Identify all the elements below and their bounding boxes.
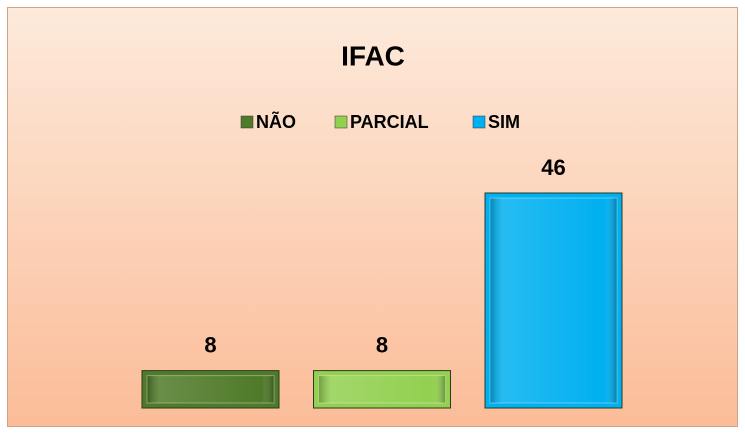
legend-swatch: [334, 115, 348, 129]
legend-label: SIM: [488, 112, 520, 132]
legend-swatch: [472, 115, 486, 129]
data-label: 8: [376, 332, 388, 357]
legend-swatch: [240, 115, 254, 129]
chart-title: IFAC: [341, 40, 405, 71]
data-label: 46: [541, 155, 565, 180]
legend-label: NÃO: [256, 111, 296, 132]
data-label: 8: [204, 332, 216, 357]
bar-bevel: [146, 375, 275, 404]
bar-bevel: [318, 375, 446, 404]
legend-label: PARCIAL: [350, 112, 429, 132]
bar-bevel: [489, 197, 618, 404]
